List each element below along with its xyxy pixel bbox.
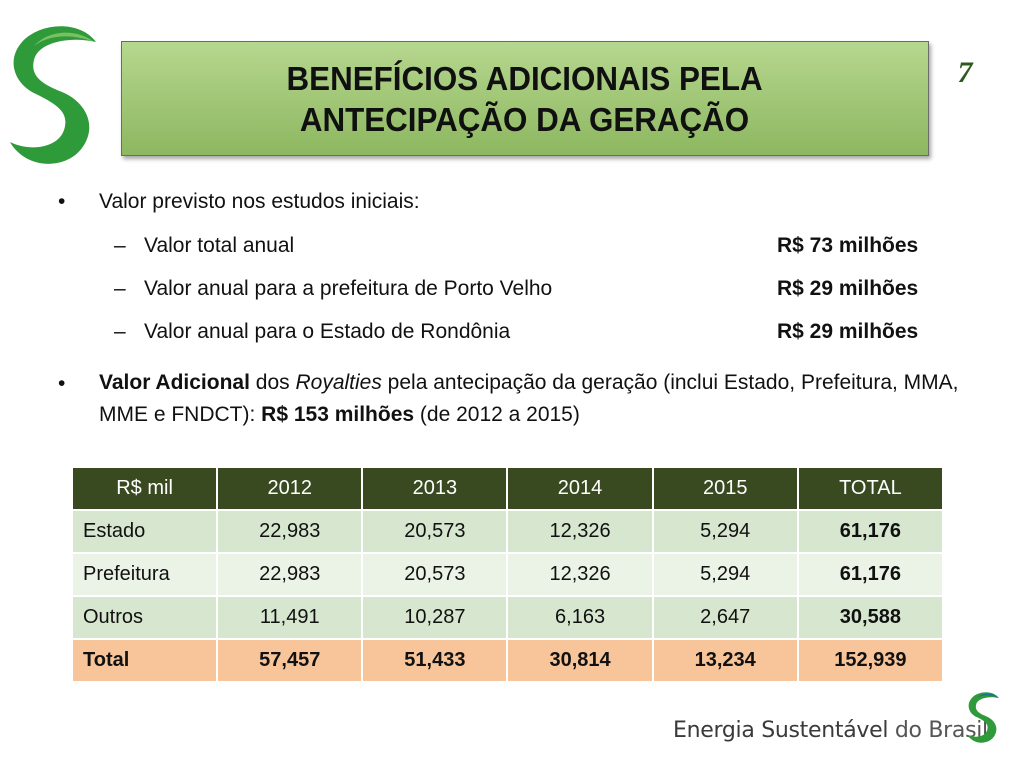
table-row: Outros 11,491 10,287 6,163 2,647 30,588 (70, 595, 945, 640)
table-row: Prefeitura 22,983 20,573 12,326 5,294 61… (70, 552, 945, 597)
column-header: 2012 (216, 466, 364, 511)
sub-item-value: R$ 29 milhões (777, 320, 919, 343)
table-cell: Prefeitura (70, 552, 219, 597)
sub-item-label: Valor total anual (144, 234, 295, 257)
column-header: 2015 (651, 466, 799, 511)
bullet-dot-icon: • (58, 190, 66, 213)
title-line-1: BENEFÍCIOS ADICIONAIS PELA (286, 59, 764, 97)
table-cell: 10,287 (361, 595, 509, 640)
sub-item-label: Valor anual para a prefeitura de Porto V… (144, 277, 553, 300)
table-cell: Total (70, 638, 219, 683)
sub-item-value: R$ 73 milhões (777, 234, 919, 257)
brand-name: Energia Sustentável (673, 718, 889, 743)
bullet-1-text: Valor previsto nos estudos iniciais: (99, 190, 420, 213)
table-cell: 22,983 (216, 552, 364, 597)
company-logo-icon (10, 26, 96, 164)
text-span: dos (249, 371, 296, 394)
table-cell: 57,457 (216, 638, 364, 683)
table-cell: 12,326 (506, 552, 654, 597)
title-banner: BENEFÍCIOS ADICIONAIS PELA ANTECIPAÇÃO D… (121, 41, 929, 156)
table-cell: Estado (70, 509, 219, 554)
bullet-2-text: Valor Adicional dos Royalties pela antec… (99, 367, 959, 431)
table-cell: 5,294 (651, 509, 799, 554)
italic-text: Royalties (295, 371, 382, 394)
column-header: TOTAL (796, 466, 945, 511)
table-header-row: R$ mil 2012 2013 2014 2015 TOTAL (70, 466, 945, 511)
table-cell: 61,176 (796, 509, 945, 554)
column-header: 2014 (506, 466, 654, 511)
sub-item-value: R$ 29 milhões (777, 277, 919, 300)
dash-icon: – (114, 277, 126, 300)
table-cell: Outros (70, 595, 219, 640)
table-cell: 6,163 (506, 595, 654, 640)
company-logo-small-icon (967, 692, 999, 743)
dash-icon: – (114, 320, 126, 343)
slide-number: 7 (957, 56, 973, 89)
title-line-2: ANTECIPAÇÃO DA GERAÇÃO (300, 100, 750, 138)
table-cell: 22,983 (216, 509, 364, 554)
bold-text: Valor Adicional (99, 371, 250, 394)
bullet-dot-icon: • (58, 372, 66, 395)
column-header: 2013 (361, 466, 509, 511)
table-cell: 5,294 (651, 552, 799, 597)
table-cell: 30,814 (506, 638, 654, 683)
bold-text: R$ 153 milhões (261, 403, 415, 426)
table-cell: 12,326 (506, 509, 654, 554)
footer-brand: Energia Sustentável do Brasil (673, 718, 988, 743)
table-cell: 20,573 (361, 552, 509, 597)
dash-icon: – (114, 234, 126, 257)
table-cell: 11,491 (216, 595, 364, 640)
table-cell: 30,588 (796, 595, 945, 640)
royalties-table: R$ mil 2012 2013 2014 2015 TOTAL Estado … (70, 466, 945, 683)
table-cell: 51,433 (361, 638, 509, 683)
sub-item-label: Valor anual para o Estado de Rondônia (144, 320, 511, 343)
table-cell: 2,647 (651, 595, 799, 640)
text-span: (de 2012 a 2015) (414, 403, 580, 426)
table-cell: 20,573 (361, 509, 509, 554)
table-cell: 61,176 (796, 552, 945, 597)
column-header: R$ mil (70, 466, 219, 511)
table-total-row: Total 57,457 51,433 30,814 13,234 152,93… (70, 638, 945, 683)
table-row: Estado 22,983 20,573 12,326 5,294 61,176 (70, 509, 945, 554)
text-span: pela antecipação da geração (inclui Esta… (99, 371, 959, 426)
table-cell: 13,234 (651, 638, 799, 683)
table-cell: 152,939 (796, 638, 945, 683)
